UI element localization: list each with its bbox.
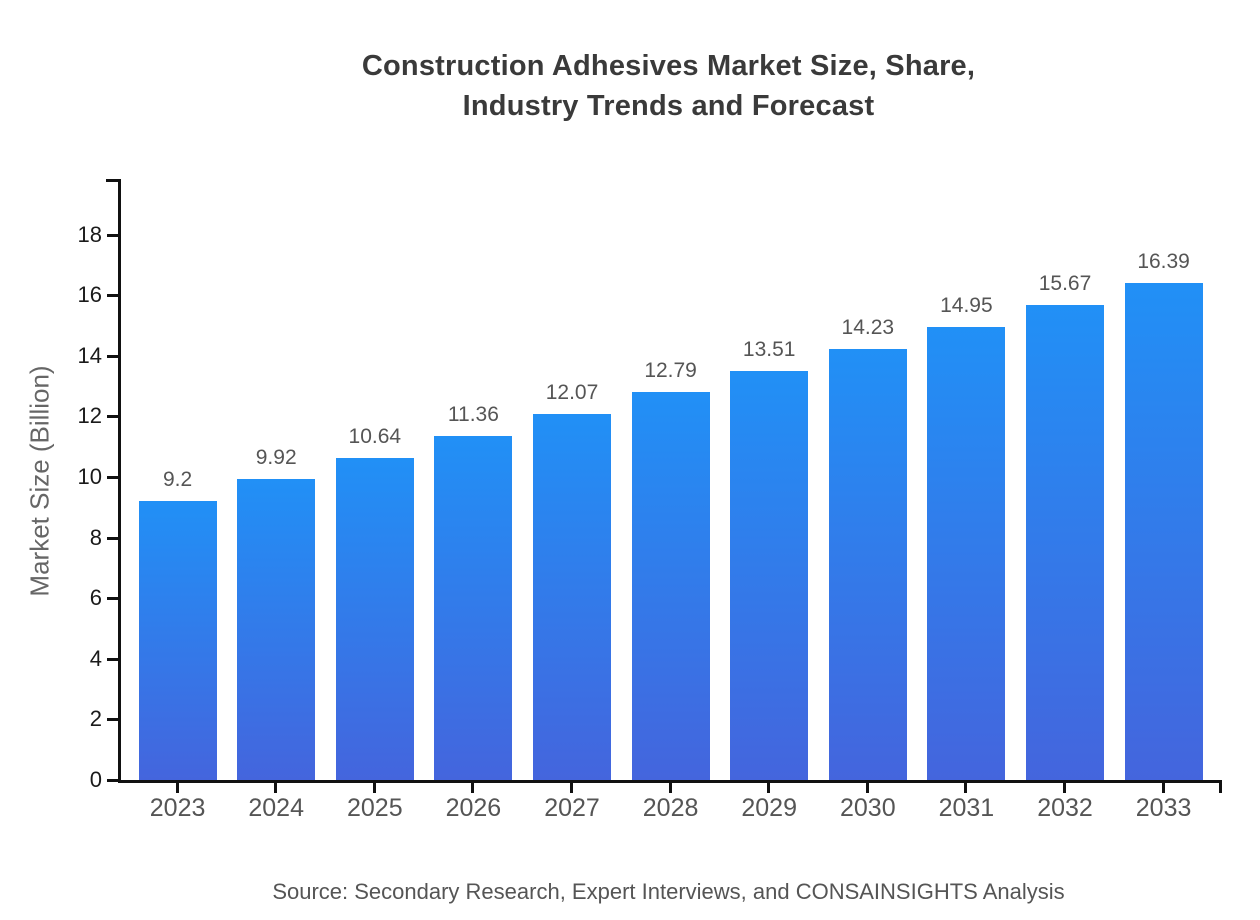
x-tick-label: 2023: [149, 794, 206, 822]
x-tick-label: 2024: [248, 794, 304, 822]
y-tick-label: 14: [77, 342, 102, 368]
x-tick-mark: [471, 783, 475, 793]
bar-2028: [631, 392, 710, 780]
x-tick-mark: [767, 783, 771, 793]
x-tick-mark: [372, 783, 376, 793]
y-tick-mark: [107, 657, 118, 661]
bar-value-label: 10.64: [348, 424, 402, 448]
x-tick-label: 2032: [1037, 794, 1093, 822]
x-tick-mark: [1161, 783, 1165, 793]
bar-value-label: 9.2: [162, 468, 193, 492]
bar-2025: [335, 457, 414, 780]
y-tick-mark: [107, 476, 118, 479]
bar-value-label: 16.39: [1137, 250, 1190, 274]
x-tick-label: 2033: [1135, 794, 1192, 822]
x-tick-label: 2026: [445, 794, 502, 822]
bar-2033: [1124, 283, 1203, 780]
chart-title-line-1: Construction Adhesives Market Size, Shar…: [361, 50, 976, 82]
y-tick-label: 6: [89, 585, 102, 611]
y-tick-label: 2: [89, 706, 102, 732]
x-tick-label: 2025: [346, 794, 403, 822]
y-tick-label: 16: [77, 282, 102, 308]
x-tick-mark: [175, 783, 179, 793]
y-tick-mark: [107, 779, 118, 782]
bar-2026: [434, 435, 513, 780]
y-tick-mark: [107, 415, 118, 419]
bar-value-label: 13.51: [742, 337, 796, 361]
bar-2031: [927, 327, 1006, 780]
bar-value-label: 15.67: [1038, 272, 1092, 296]
chart-title: Construction Adhesives Market Size, Shar…: [115, 46, 1222, 126]
bar-value-label: 14.23: [841, 315, 895, 339]
y-tick-mark: [107, 294, 118, 298]
y-tick-mark: [107, 597, 118, 601]
x-tick-mark: [1063, 783, 1066, 793]
x-tick-label: 2028: [642, 794, 699, 822]
y-tick-label: 18: [77, 221, 102, 247]
bar-2027: [533, 414, 611, 780]
x-tick-mark: [274, 783, 278, 793]
bar-value-label: 12.79: [644, 359, 697, 383]
y-tick-mark: [107, 354, 118, 358]
x-tick-mark: [964, 783, 968, 793]
bar-value-label: 11.36: [447, 402, 499, 426]
chart-title-line-2: Industry Trends and Forecast: [462, 90, 875, 122]
bar-value-label: 14.95: [940, 294, 993, 317]
y-axis-line: [118, 179, 121, 783]
bar-2032: [1026, 305, 1104, 780]
x-tick-mark: [668, 783, 672, 793]
x-axis-line: [118, 780, 1222, 783]
y-tick-mark: [107, 233, 118, 237]
x-tick-mark: [570, 783, 573, 793]
x-tick-label: 2027: [544, 794, 600, 822]
x-tick-label: 2030: [839, 794, 896, 822]
y-tick-mark: [107, 718, 118, 722]
y-tick-label: 12: [77, 403, 102, 429]
bar-value-label: 12.07: [545, 381, 599, 405]
y-tick-label: 0: [89, 767, 102, 792]
y-tick-label: 8: [89, 524, 102, 550]
y-tick-label: 10: [77, 464, 102, 489]
x-axis-end-tick: [1219, 780, 1222, 793]
x-tick-mark: [865, 783, 869, 793]
x-tick-label: 2031: [938, 794, 995, 822]
bar-2029: [730, 370, 809, 780]
y-axis-top-cap: [106, 179, 118, 182]
x-tick-label: 2029: [741, 794, 797, 822]
source-note: Source: Secondary Research, Expert Inter…: [272, 879, 1065, 904]
bar-value-label: 9.92: [255, 446, 297, 470]
y-tick-mark: [107, 536, 118, 540]
bar-2030: [828, 348, 907, 780]
y-tick-label: 4: [89, 645, 102, 671]
bar-2024: [237, 479, 316, 780]
bar-2023: [138, 501, 217, 780]
